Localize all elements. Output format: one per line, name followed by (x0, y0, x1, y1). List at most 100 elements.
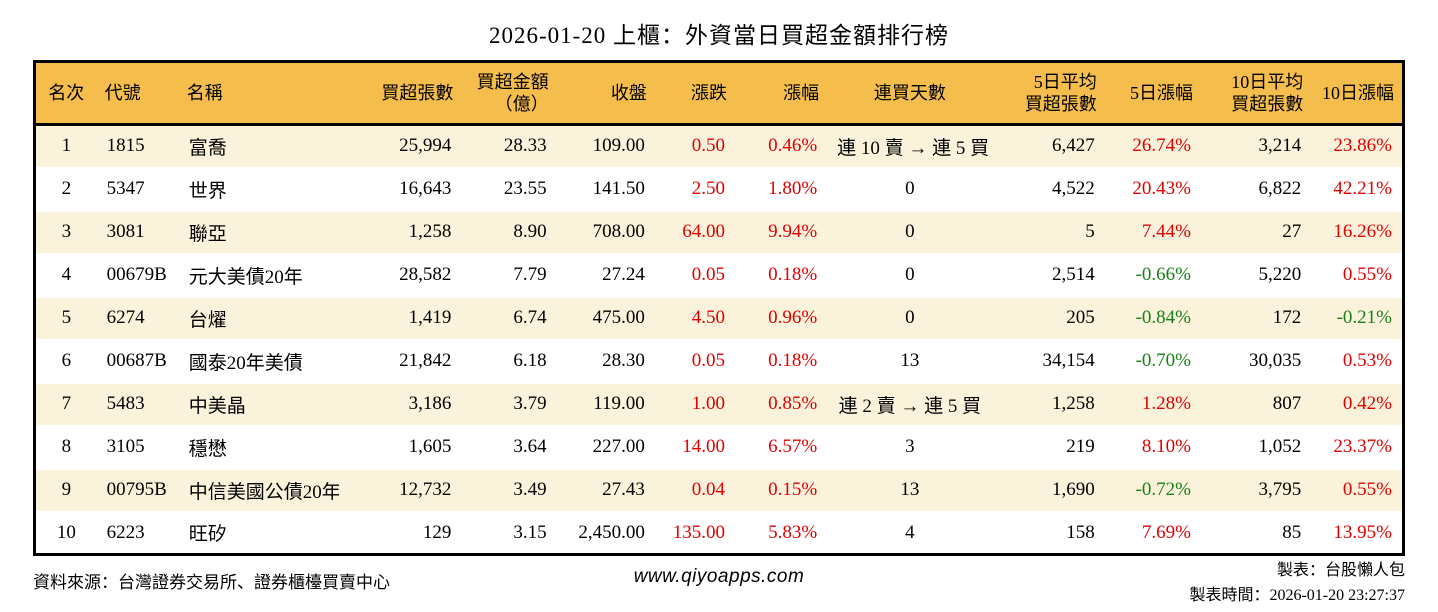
cell-name: 台燿 (178, 295, 340, 341)
cell-close: 227.00 (556, 424, 655, 470)
cell-avg10: 3,795 (1200, 467, 1312, 513)
website-url: www.qiyoapps.com (633, 566, 805, 587)
cell-code: 6223 (96, 510, 179, 556)
cell-close: 141.50 (556, 166, 655, 212)
cell-code: 00687B (96, 338, 179, 384)
cell-code: 00795B (96, 467, 179, 513)
cell-change: 0.05 (654, 338, 735, 384)
cell-change: 0.04 (654, 467, 735, 513)
cell-streak: 0 (827, 166, 993, 212)
cell-streak: 0 (827, 295, 993, 341)
cell-close: 28.30 (556, 338, 655, 384)
cell-code: 3105 (96, 424, 179, 470)
cell-change: 135.00 (654, 510, 735, 556)
cell-code: 5483 (96, 381, 179, 427)
cell-change_pct: 6.57% (734, 424, 828, 470)
cell-code: 1815 (96, 123, 179, 169)
column-header-rank: 名次 (34, 61, 97, 126)
cell-amount: 3.49 (461, 467, 557, 513)
column-header-amount: 買超金額 （億） (461, 61, 557, 126)
table-row: 9 00795B 中信美國公債20年 12,732 3.49 27.43 0.04 0.15%… (34, 467, 1404, 513)
cell-amount: 28.33 (461, 123, 557, 169)
cell-pct10: 13.95% (1311, 510, 1404, 556)
cell-name: 元大美債20年 (178, 252, 340, 298)
cell-amount: 6.74 (461, 295, 557, 341)
cell-streak: 0 (827, 252, 993, 298)
column-header-change_pct: 漲幅 (734, 61, 828, 126)
column-header-pct5: 5日漲幅 (1104, 61, 1201, 126)
table-row: 3 3081 聯亞 1,258 8.90 708.00 64.00 9.94% 0 5 7.44% 2… (34, 209, 1404, 255)
table-header: 名次 代號 名稱 買超張數 買超金額 （億） 收盤 漲跌 漲幅 連買天數 5日平均 買超張數 5日漲… (34, 61, 1404, 126)
column-header-avg5: 5日平均 買超張數 (992, 61, 1105, 126)
cell-rank: 7 (34, 381, 97, 427)
cell-avg10: 172 (1200, 295, 1312, 341)
cell-amount: 6.18 (461, 338, 557, 384)
cell-volume: 1,258 (339, 209, 462, 255)
cell-change: 0.05 (654, 252, 735, 298)
table-header-row: 名次 代號 名稱 買超張數 買超金額 （億） 收盤 漲跌 漲幅 連買天數 5日平均 買超張數 5日漲… (34, 61, 1404, 126)
cell-pct5: 8.10% (1104, 424, 1201, 470)
cell-pct10: 0.55% (1311, 467, 1404, 513)
cell-name: 國泰20年美債 (178, 338, 340, 384)
cell-rank: 5 (34, 295, 97, 341)
ranking-table: 名次 代號 名稱 買超張數 買超金額 （億） 收盤 漲跌 漲幅 連買天數 5日平均 買超張數 5日漲… (33, 60, 1405, 556)
report-timestamp: 製表時間：2026-01-20 23:27:37 (1189, 587, 1405, 604)
cell-volume: 21,842 (339, 338, 462, 384)
cell-pct10: 23.86% (1311, 123, 1404, 169)
cell-name: 中信美國公債20年 (178, 467, 340, 513)
cell-code: 00679B (96, 252, 179, 298)
cell-pct5: 26.74% (1104, 123, 1201, 169)
report-author: 製表：台股懶人包 (1276, 562, 1405, 579)
cell-avg5: 5 (992, 209, 1105, 255)
cell-volume: 3,186 (339, 381, 462, 427)
cell-amount: 7.79 (461, 252, 557, 298)
table-row: 7 5483 中美晶 3,186 3.79 119.00 1.00 0.85% 連 2 賣 → … (34, 381, 1404, 427)
cell-change: 2.50 (654, 166, 735, 212)
cell-change: 1.00 (654, 381, 735, 427)
cell-change_pct: 0.46% (734, 123, 828, 169)
cell-change_pct: 0.96% (734, 295, 828, 341)
cell-pct5: 20.43% (1104, 166, 1201, 212)
cell-avg5: 2,514 (992, 252, 1105, 298)
table-row: 10 6223 旺矽 129 3.15 2,450.00 135.00 5.83% 4 158 7.… (34, 510, 1404, 556)
cell-amount: 3.64 (461, 424, 557, 470)
cell-rank: 6 (34, 338, 97, 384)
cell-streak: 連 10 賣 → 連 5 買 (827, 123, 993, 169)
cell-name: 旺矽 (178, 510, 340, 556)
cell-change_pct: 1.80% (734, 166, 828, 212)
page-title: 2026-01-20 上櫃：外資當日買超金額排行榜 (488, 23, 950, 48)
cell-amount: 23.55 (461, 166, 557, 212)
cell-streak: 連 2 賣 → 連 5 買 (827, 381, 993, 427)
cell-close: 27.43 (556, 467, 655, 513)
cell-close: 2,450.00 (556, 510, 655, 556)
cell-name: 富喬 (178, 123, 340, 169)
cell-code: 5347 (96, 166, 179, 212)
cell-rank: 2 (34, 166, 97, 212)
data-source-note: 資料來源：台灣證券交易所、證券櫃檯買賣中心 (33, 573, 390, 592)
cell-pct5: -0.70% (1104, 338, 1201, 384)
cell-streak: 13 (827, 338, 993, 384)
cell-avg5: 205 (992, 295, 1105, 341)
cell-change: 0.50 (654, 123, 735, 169)
cell-avg5: 34,154 (992, 338, 1105, 384)
cell-close: 708.00 (556, 209, 655, 255)
cell-change: 14.00 (654, 424, 735, 470)
cell-volume: 1,419 (339, 295, 462, 341)
cell-avg5: 158 (992, 510, 1105, 556)
table-row: 5 6274 台燿 1,419 6.74 475.00 4.50 0.96% 0 205 -0.84… (34, 295, 1404, 341)
table-row: 2 5347 世界 16,643 23.55 141.50 2.50 1.80% 0 4,522 2… (34, 166, 1404, 212)
cell-change_pct: 0.18% (734, 252, 828, 298)
cell-avg10: 807 (1200, 381, 1312, 427)
cell-change_pct: 0.15% (734, 467, 828, 513)
column-header-name: 名稱 (178, 61, 340, 126)
cell-volume: 12,732 (339, 467, 462, 513)
cell-name: 穩懋 (178, 424, 340, 470)
cell-close: 27.24 (556, 252, 655, 298)
column-header-avg10: 10日平均 買超張數 (1200, 61, 1312, 126)
column-header-pct10: 10日漲幅 (1311, 61, 1404, 126)
cell-avg5: 1,690 (992, 467, 1105, 513)
cell-pct10: 23.37% (1311, 424, 1404, 470)
cell-rank: 3 (34, 209, 97, 255)
table-body: 1 1815 富喬 25,994 28.33 109.00 0.50 0.46% 連 10 賣 … (34, 123, 1404, 556)
cell-avg10: 30,035 (1200, 338, 1312, 384)
